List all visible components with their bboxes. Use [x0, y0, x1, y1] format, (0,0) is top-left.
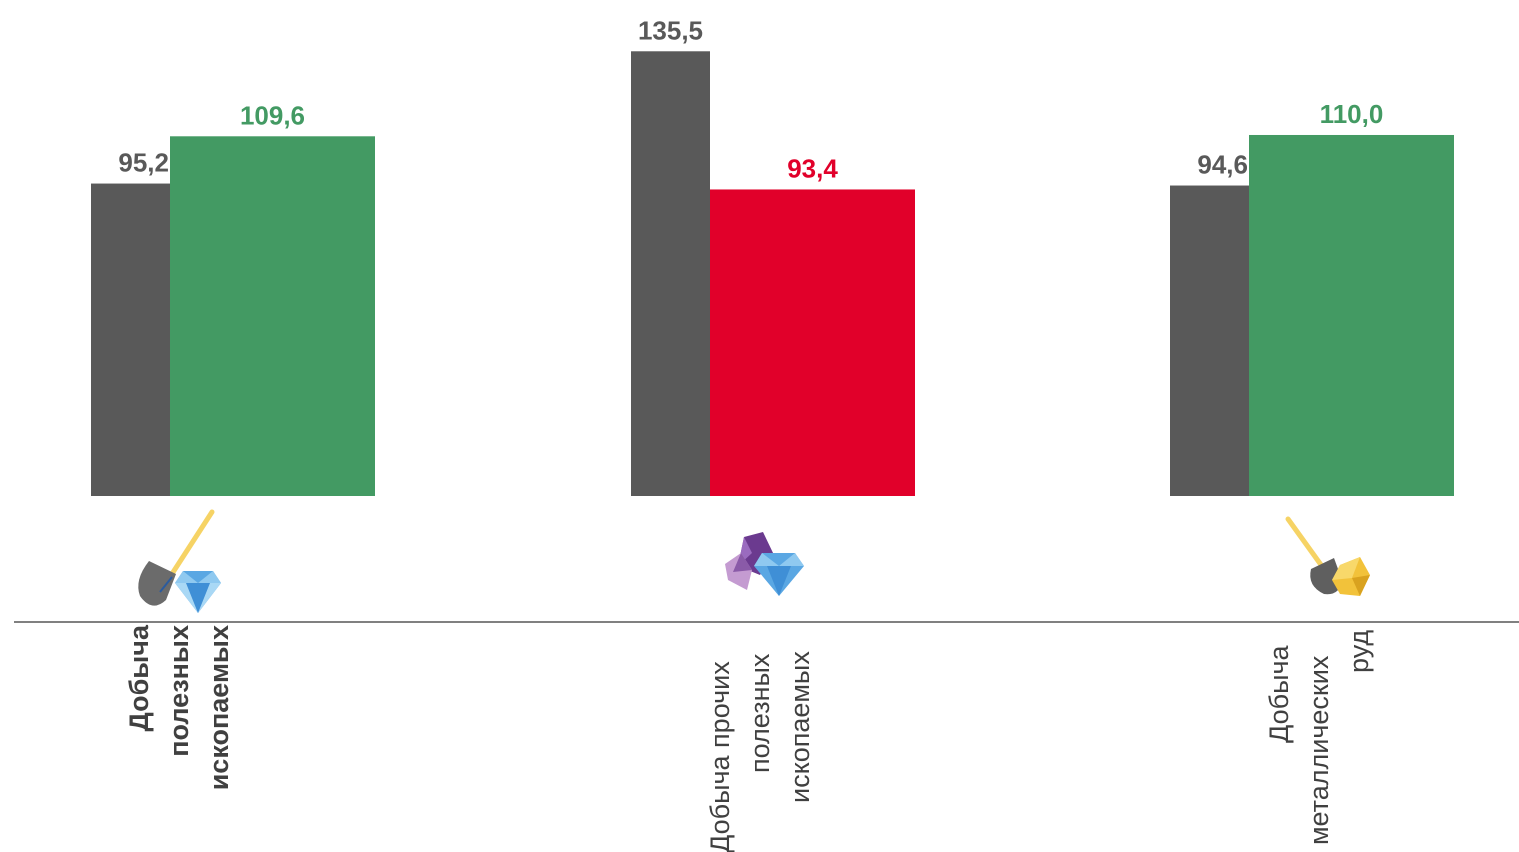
category-label-line: Добыча: [124, 624, 154, 731]
shovel-diamond-icon: [138, 509, 221, 613]
category-label-line: Добыча: [1264, 644, 1294, 743]
bar-3-current: [1249, 134, 1454, 497]
category-label-line: металлических: [1304, 655, 1334, 845]
category-label-line: Добыча прочих: [705, 661, 735, 852]
value-label-2-1: 135,5: [638, 15, 703, 45]
value-label-3-2: 110,0: [1320, 99, 1384, 129]
shovel-gold-icon: [1285, 516, 1370, 596]
value-labels-layer: 95,2 109,6 135,5 93,4 94,6 110,0: [118, 15, 1383, 183]
category-label-line: ископаемых: [785, 651, 815, 803]
bar-2-previous: [631, 51, 710, 496]
crystals-diamond-icon: [725, 532, 804, 596]
value-label-1-2: 109,6: [240, 100, 305, 130]
category-label-line: полезных: [164, 625, 194, 757]
value-label-1-1: 95,2: [118, 148, 169, 178]
category-label-3: Добыча металлических руд: [1264, 630, 1374, 845]
category-label-line: ископаемых: [204, 625, 234, 790]
bar-3-previous: [1170, 185, 1249, 496]
category-label-line: руд: [1344, 630, 1374, 673]
bar-2-current: [710, 189, 915, 497]
category-label-line: полезных: [745, 653, 775, 773]
value-label-2-2: 93,4: [787, 153, 838, 183]
bar-1-current: [170, 136, 375, 497]
value-label-3-1: 94,6: [1197, 150, 1248, 180]
bar-1-previous: [91, 183, 170, 497]
bars-layer: [91, 51, 1454, 497]
category-label-2: Добыча прочих полезных ископаемых: [705, 651, 815, 852]
category-label-1: Добыча полезных ископаемых: [124, 624, 234, 790]
